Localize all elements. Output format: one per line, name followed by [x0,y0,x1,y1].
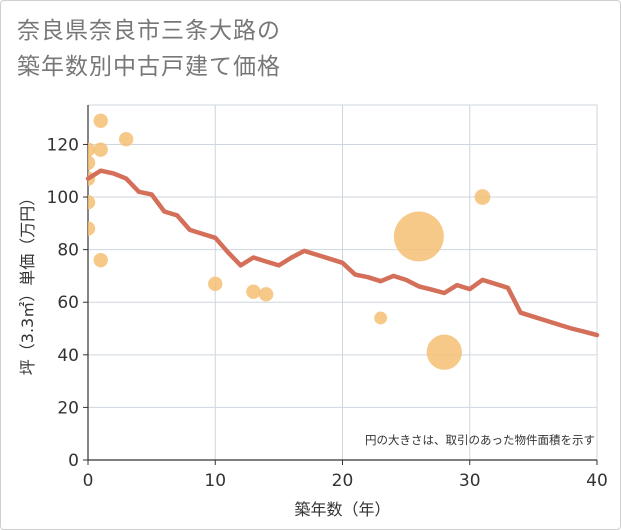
chart-title-line2: 築年数別中古戸建て価格 [17,54,281,80]
data-bubble [93,142,108,157]
y-tick-label: 0 [68,451,79,471]
y-tick-label: 120 [47,135,79,155]
data-bubble [208,276,223,292]
data-bubble [88,142,96,157]
data-bubble [88,221,96,236]
y-tick-label: 100 [47,188,79,208]
chart-title: 奈良県奈良市三条大路の 築年数別中古戸建て価格 [17,13,281,85]
data-bubble [93,252,108,268]
x-tick-label: 40 [586,471,608,491]
y-tick-label: 80 [57,241,79,261]
data-bubble [246,284,261,299]
y-axis-label: 坪（3.3㎡）単価（万円） [18,190,37,375]
data-bubble [474,189,491,205]
data-bubble [93,113,108,128]
data-bubble [118,131,134,147]
chart-title-line1: 奈良県奈良市三条大路の [17,18,281,44]
data-bubble [258,287,274,302]
data-bubble [426,334,462,370]
data-bubble [374,311,388,325]
y-tick-label: 40 [57,346,79,366]
average-price-line [85,168,600,338]
x-tick-label: 10 [204,471,226,491]
data-bubble [88,155,96,171]
y-tick-label: 60 [57,293,79,313]
x-tick-label: 20 [332,471,354,491]
x-tick-label: 30 [459,471,481,491]
data-bubble [88,195,96,210]
chart-annotation: 円の大きさは、取引のあった物件面積を示す [365,433,595,447]
x-tick-label: 0 [83,471,94,491]
x-axis-label: 築年数（年） [294,500,390,519]
data-bubble [393,211,444,262]
y-tick-label: 20 [57,398,79,418]
